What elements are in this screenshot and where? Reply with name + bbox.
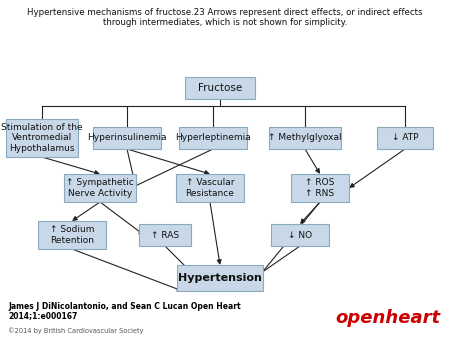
Text: James J DiNicolantonio, and Sean C Lucan Open Heart: James J DiNicolantonio, and Sean C Lucan… <box>8 302 241 311</box>
Text: Hyperinsulinemia: Hyperinsulinemia <box>87 134 167 143</box>
Text: Hyperleptinemia: Hyperleptinemia <box>175 134 251 143</box>
Text: Hypertension: Hypertension <box>178 273 262 283</box>
FancyBboxPatch shape <box>177 265 262 291</box>
FancyBboxPatch shape <box>269 127 341 149</box>
Text: Stimulation of the
Ventromedial
Hypothalamus: Stimulation of the Ventromedial Hypothal… <box>1 123 83 153</box>
Text: ↓ NO: ↓ NO <box>288 231 312 240</box>
Text: Fructose: Fructose <box>198 83 242 93</box>
FancyBboxPatch shape <box>271 224 329 246</box>
Text: ↓ ATP: ↓ ATP <box>392 134 418 143</box>
Text: openheart: openheart <box>335 309 440 327</box>
FancyBboxPatch shape <box>38 221 106 249</box>
FancyBboxPatch shape <box>176 174 244 202</box>
FancyBboxPatch shape <box>378 127 432 149</box>
FancyBboxPatch shape <box>185 77 255 99</box>
Text: Hypertensive mechanisms of fructose.23 Arrows represent direct effects, or indir: Hypertensive mechanisms of fructose.23 A… <box>27 8 423 17</box>
FancyBboxPatch shape <box>93 127 161 149</box>
Text: through intermediates, which is not shown for simplicity.: through intermediates, which is not show… <box>103 18 347 27</box>
FancyBboxPatch shape <box>291 174 349 202</box>
Text: ↑ Vascular
Resistance: ↑ Vascular Resistance <box>185 178 234 198</box>
Text: ↑ Sodium
Retention: ↑ Sodium Retention <box>50 225 94 245</box>
Text: ©2014 by British Cardiovascular Society: ©2014 by British Cardiovascular Society <box>8 327 144 334</box>
Text: ↑ ROS
↑ RNS: ↑ ROS ↑ RNS <box>305 178 335 198</box>
FancyBboxPatch shape <box>179 127 247 149</box>
FancyBboxPatch shape <box>139 224 191 246</box>
Text: 2014;1:e000167: 2014;1:e000167 <box>8 311 77 320</box>
FancyBboxPatch shape <box>6 119 78 157</box>
FancyBboxPatch shape <box>64 174 136 202</box>
Text: ↑ RAS: ↑ RAS <box>151 231 179 240</box>
Text: ↑ Methylglyoxal: ↑ Methylglyoxal <box>268 134 342 143</box>
Text: ↑ Sympathetic
Nerve Activity: ↑ Sympathetic Nerve Activity <box>66 178 134 198</box>
